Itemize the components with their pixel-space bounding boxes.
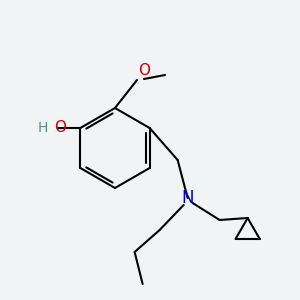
Text: O: O [138,63,150,78]
Text: H: H [38,121,48,135]
Text: N: N [182,189,194,207]
Text: O: O [54,121,66,136]
